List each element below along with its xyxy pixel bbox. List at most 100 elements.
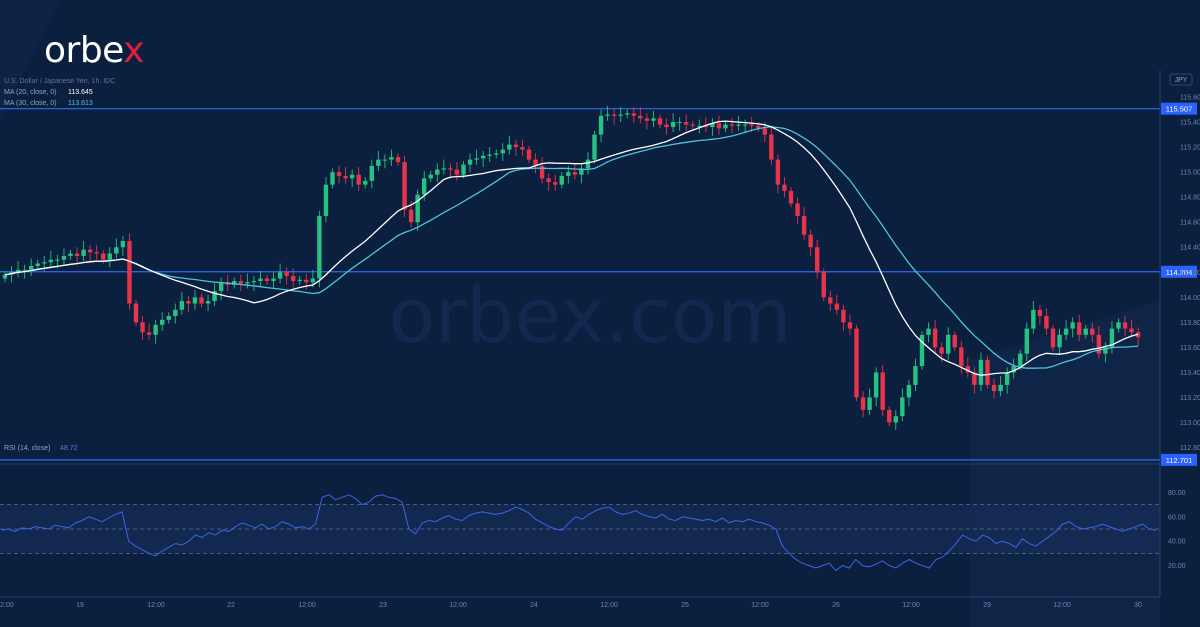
candle-body <box>795 203 800 216</box>
candle-body <box>146 332 152 335</box>
time-tick-label: 30 <box>1134 602 1142 609</box>
candle-body <box>566 172 571 176</box>
candle-body <box>782 184 787 191</box>
candle-body <box>1083 328 1088 335</box>
candle-body <box>592 134 597 160</box>
price-tick-label: 113.800 <box>1180 320 1200 327</box>
candle-body <box>42 262 47 264</box>
candle-body <box>15 269 21 273</box>
candle-body <box>218 282 224 292</box>
candle-body <box>801 215 807 235</box>
candle-body <box>539 165 545 179</box>
candle-body <box>880 372 885 410</box>
candle-body <box>376 159 381 166</box>
candle-body <box>991 384 997 392</box>
price-tick-label: 112.800 <box>1180 445 1200 452</box>
candle-body <box>749 124 754 126</box>
ma20-legend-value: 113.645 <box>68 89 93 96</box>
candle-body <box>716 123 722 129</box>
candle-body <box>1116 322 1121 329</box>
candle-body <box>769 134 774 160</box>
candle-body <box>684 122 689 125</box>
candle-body <box>742 124 748 126</box>
candle-body <box>526 149 532 160</box>
candle-body <box>140 322 145 333</box>
candle-body <box>480 155 486 159</box>
candle-body <box>192 297 198 304</box>
candle-body <box>68 253 73 256</box>
candle-body <box>494 153 499 155</box>
candle-body <box>756 125 761 129</box>
time-tick-label: 12:00 <box>902 602 920 609</box>
candle-body <box>55 259 60 261</box>
candle-body <box>611 114 617 116</box>
candle-body <box>199 297 204 304</box>
candle-body <box>336 172 342 176</box>
rsi-tick-label: 60.00 <box>1168 514 1186 521</box>
candle-body <box>107 253 112 260</box>
candle-body <box>1004 372 1010 385</box>
candle-body <box>212 291 217 302</box>
candle-body <box>1024 328 1029 354</box>
candle-body <box>395 157 401 163</box>
rsi-band <box>0 504 1160 554</box>
candle-body <box>520 147 525 150</box>
level-label: 112.701 <box>1166 456 1193 465</box>
candle-body <box>474 158 479 160</box>
candle-body <box>1044 316 1049 329</box>
candle-body <box>1070 322 1075 329</box>
candle-body <box>644 118 650 121</box>
candle-body <box>487 154 492 156</box>
candle-body <box>422 178 427 195</box>
candle-body <box>304 279 309 283</box>
candle-body <box>343 175 348 179</box>
candle-body <box>284 272 289 277</box>
candle-body <box>160 319 165 325</box>
candle-body <box>788 190 794 204</box>
candle-body <box>913 366 918 385</box>
price-tick-label: 115.000 <box>1180 170 1200 177</box>
candle-body <box>710 123 715 128</box>
candle-body <box>847 322 853 329</box>
candle-body <box>356 174 361 185</box>
time-tick-label: 24 <box>530 602 538 609</box>
candle-body <box>382 159 388 161</box>
candle-body <box>821 272 826 298</box>
candle-body <box>670 122 676 128</box>
candle-body <box>775 159 781 185</box>
candle-body <box>579 168 584 175</box>
candle-body <box>264 278 270 282</box>
price-tick-label: 115.600 <box>1180 95 1200 102</box>
candle-body <box>454 169 460 175</box>
candle-body <box>906 384 912 398</box>
candle-body <box>1109 328 1115 348</box>
candle-body <box>841 309 846 323</box>
candle-body <box>277 272 283 279</box>
candle-body <box>1077 322 1082 335</box>
candle-body <box>618 114 623 116</box>
candle-body <box>349 174 355 179</box>
candle-body <box>81 249 86 256</box>
candle-body <box>513 144 519 148</box>
candle-body <box>939 347 944 354</box>
candle-body <box>441 168 447 170</box>
candle-body <box>232 281 237 285</box>
candle-body <box>546 178 551 183</box>
price-tick-label: 113.200 <box>1180 395 1200 402</box>
candle-body <box>179 301 185 310</box>
candle-body <box>1096 334 1102 354</box>
candle-body <box>153 324 158 335</box>
candle-body <box>258 278 263 282</box>
level-badge <box>1161 102 1197 115</box>
candle-body <box>919 334 925 367</box>
candle-body <box>35 263 40 266</box>
candle-body <box>461 164 466 175</box>
candle-body <box>808 234 813 248</box>
time-tick-label: 23 <box>379 602 387 609</box>
candle-body <box>114 247 119 254</box>
candle-body <box>533 159 538 166</box>
candle-body <box>363 180 368 185</box>
time-tick-label: 12:00 <box>751 602 769 609</box>
candle-body <box>317 215 322 279</box>
